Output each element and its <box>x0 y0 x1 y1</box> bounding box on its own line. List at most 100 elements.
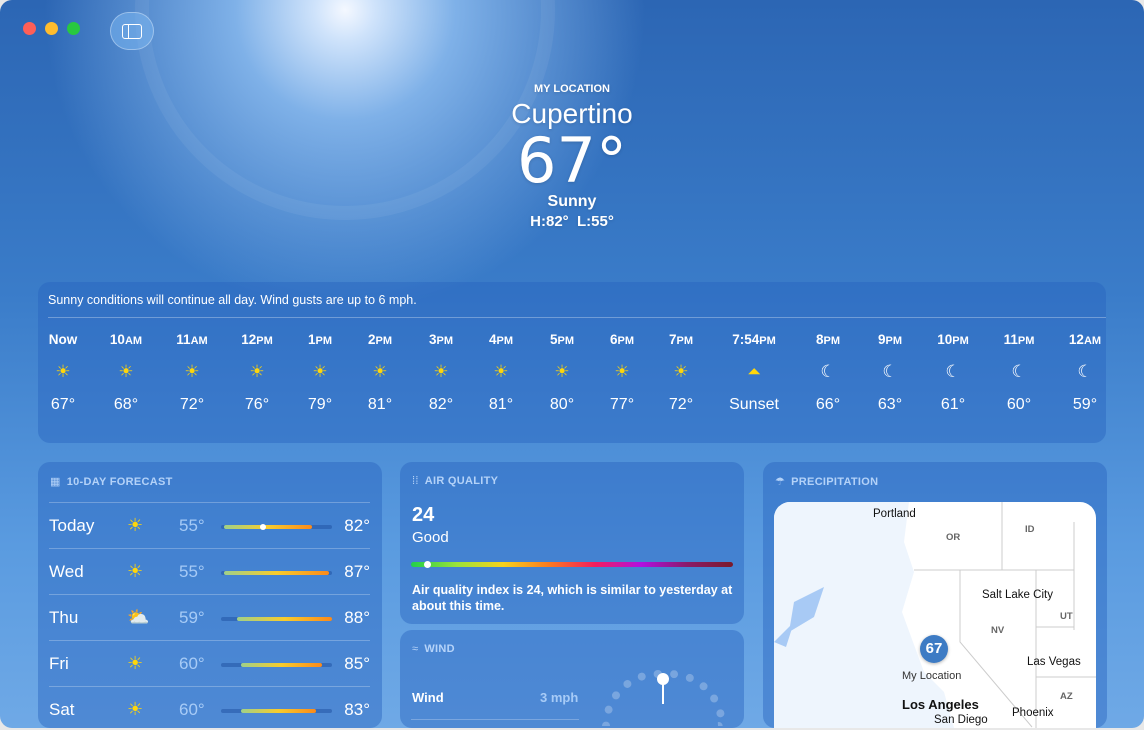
forecast-row[interactable]: Today ☀ 55° 82° <box>49 502 370 544</box>
zoom-button[interactable] <box>67 22 80 35</box>
high-temp: 87° <box>344 562 370 581</box>
temp-range-bar <box>221 571 332 575</box>
hour-item: 12AM ☾ 59° <box>1050 332 1120 414</box>
pin-label: My Location <box>902 670 962 682</box>
state-label: ID <box>1025 524 1035 535</box>
forecast-row[interactable]: Wed ☀ 55° 87° <box>49 548 370 590</box>
sidebar-toggle-button[interactable] <box>110 12 154 50</box>
temp-range-fill <box>240 663 323 667</box>
card-title: WIND <box>424 643 455 655</box>
low-temp: 55° <box>179 562 205 581</box>
partly-cloudy-icon: ⛅ <box>127 607 150 627</box>
wind-value: 3 mph <box>540 690 579 705</box>
high-temp: 85° <box>344 654 370 673</box>
hour-temp: 60° <box>1006 396 1032 413</box>
hour-item: 12PM ☀ 76° <box>222 332 292 414</box>
hour-item: 10AM ☀ 68° <box>91 332 161 414</box>
forecast-row[interactable]: Fri ☀ 60° 85° <box>49 640 370 682</box>
temp-range-bar <box>221 709 332 713</box>
aqi-category: Good <box>412 529 449 546</box>
hourly-forecast-card[interactable]: Sunny conditions will continue all day. … <box>38 282 1106 443</box>
card-title: AIR QUALITY <box>424 475 499 487</box>
low-temp: 59° <box>179 608 205 627</box>
day-label: Fri <box>49 654 69 673</box>
current-temp: 67° <box>517 124 627 197</box>
sun-icon: ☀ <box>184 362 200 381</box>
map-shapes <box>774 502 1096 728</box>
precipitation-card[interactable]: ☂ PRECIPITATION OR ID NV UT AZ Portland S… <box>763 462 1107 728</box>
sun-icon: ☀ <box>312 362 328 381</box>
hourly-summary: Sunny conditions will continue all day. … <box>48 293 417 307</box>
hour-item: 11PM ☾ 60° <box>984 332 1054 414</box>
day-label: Wed <box>49 562 84 581</box>
hour-time: 5PM <box>549 332 574 347</box>
hour-time: 10PM <box>937 332 969 347</box>
minimize-button[interactable] <box>45 22 58 35</box>
hour-item: Now ☀ 67° <box>28 332 98 414</box>
aqi-value: 24 <box>412 504 435 526</box>
city-label: Phoenix <box>1012 707 1054 719</box>
state-label: UT <box>1060 611 1073 622</box>
condition: Sunny <box>547 193 597 210</box>
calendar-icon: ▦ <box>50 476 61 488</box>
hour-temp: 61° <box>940 396 966 413</box>
sun-icon: ☀ <box>493 362 509 381</box>
sun-icon: ☀ <box>127 653 144 673</box>
close-button[interactable] <box>23 22 36 35</box>
city-label: Los Angeles <box>902 697 979 712</box>
temp-range-fill <box>224 571 329 575</box>
hour-time: 12AM <box>1068 332 1102 347</box>
air-quality-card[interactable]: ⁞⁞ AIR QUALITY 24 Good Air quality index … <box>400 462 744 624</box>
hour-temp: 77° <box>609 396 635 413</box>
divider <box>411 719 579 720</box>
sun-icon: ☀ <box>127 699 144 719</box>
hour-temp: 80° <box>549 396 575 413</box>
air-quality-icon: ⁞⁞ <box>412 475 419 487</box>
low-temp: 60° <box>179 654 205 673</box>
wind-label: Wind <box>412 690 444 705</box>
forecast-row[interactable]: Thu ⛅ 59° 88° <box>49 594 370 636</box>
window-controls <box>23 22 80 35</box>
hour-item: 7PM ☀ 72° <box>646 332 716 414</box>
hour-time: 3PM <box>428 332 453 347</box>
umbrella-icon: ☂ <box>775 476 786 488</box>
hour-item: 10PM ☾ 61° <box>918 332 988 414</box>
hour-time: 11AM <box>176 332 208 347</box>
my-location-pin[interactable]: 67 <box>920 635 948 663</box>
hour-time: 10AM <box>109 332 143 347</box>
high-temp: 88° <box>344 608 370 627</box>
state-label: OR <box>946 532 961 543</box>
hour-item: 6PM ☀ 77° <box>587 332 657 414</box>
moon-icon: ☾ <box>1077 362 1093 381</box>
hour-time: 8PM <box>815 332 840 347</box>
ten-day-forecast-card[interactable]: ▦ 10-DAY FORECAST Today ☀ 55° 82° Wed ☀ 55… <box>38 462 382 728</box>
precipitation-map[interactable]: OR ID NV UT AZ Portland Salt Lake City L… <box>774 502 1096 728</box>
temp-range-fill <box>224 525 313 529</box>
sun-icon: ☀ <box>55 362 71 381</box>
city-label: San Diego <box>934 714 988 726</box>
sun-icon: ☀ <box>127 515 144 535</box>
forecast-row[interactable]: Sat ☀ 60° 83° <box>49 686 370 728</box>
wind-card[interactable]: ≈ WIND Wind 3 mph <box>400 630 744 728</box>
sun-icon: ☀ <box>372 362 388 381</box>
temp-range-bar <box>221 617 332 621</box>
moon-icon: ☾ <box>882 362 898 381</box>
sun-icon: ☀ <box>554 362 570 381</box>
aqi-scale <box>411 561 733 568</box>
hour-time: 12PM <box>241 332 273 347</box>
hour-temp: 66° <box>815 396 841 413</box>
hour-time: Now <box>48 332 78 347</box>
hour-time: 6PM <box>609 332 634 347</box>
hour-time: 7:54PM <box>732 332 776 347</box>
hour-item: 8PM ☾ 66° <box>793 332 863 414</box>
temp-range-bar <box>221 663 332 667</box>
wind-icon: ≈ <box>412 643 419 655</box>
state-label: AZ <box>1060 691 1073 702</box>
sun-icon: ☀ <box>673 362 689 381</box>
low-temp: 55° <box>179 516 205 535</box>
high-temp: 83° <box>344 700 370 719</box>
hour-temp: 67° <box>50 396 76 413</box>
day-label: Thu <box>49 608 79 627</box>
hour-temp: 79° <box>307 396 333 413</box>
high-temp: 82° <box>344 516 370 535</box>
